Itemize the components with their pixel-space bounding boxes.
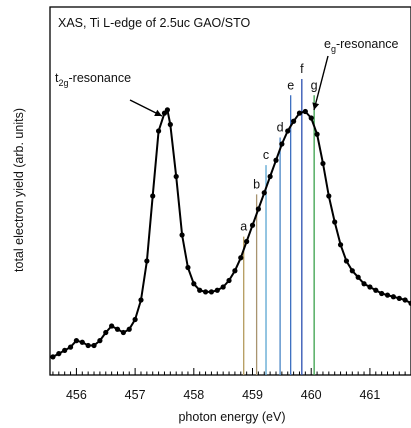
marker-label-f: f [300, 62, 304, 76]
data-point [296, 110, 303, 116]
data-point [126, 326, 132, 332]
data-point [120, 329, 126, 336]
data-point [150, 193, 156, 199]
annotation-label: t2g-resonance [55, 71, 131, 88]
data-point [191, 281, 197, 287]
data-point [373, 287, 379, 293]
plot-frame [49, 6, 411, 376]
data-point [85, 342, 91, 349]
data-point [202, 289, 209, 295]
chart-title: XAS, Ti L-edge of 2.5uc GAO/STO [58, 16, 251, 30]
marker-label-a: a [240, 220, 247, 234]
data-point [402, 297, 408, 303]
data-point [208, 289, 215, 295]
data-point [50, 354, 56, 360]
data-point [238, 255, 244, 261]
data-point [138, 297, 144, 303]
data-point [343, 258, 350, 264]
data-point [267, 173, 273, 180]
data-point [396, 295, 402, 301]
data-point [179, 232, 185, 238]
x-tick-label: 457 [125, 388, 146, 402]
data-point [390, 294, 396, 300]
x-axis-label: photon energy (eV) [178, 410, 285, 424]
data-point [302, 108, 308, 115]
data-point [232, 268, 238, 274]
annotations: t2g-resonance eg-resonance [55, 37, 399, 117]
data-point [79, 339, 85, 345]
data-point [326, 193, 332, 199]
data-point [249, 222, 256, 228]
data-point [197, 287, 203, 293]
x-tick-label: 461 [359, 388, 380, 402]
annotation-arrow [313, 55, 329, 111]
data-point [285, 128, 291, 134]
x-tick-label: 456 [66, 388, 87, 402]
data-point [408, 300, 411, 306]
x-tick-label: 460 [301, 388, 322, 402]
data-point [103, 329, 109, 336]
marker-label-d: d [277, 121, 284, 135]
data-point [273, 157, 279, 163]
x-tick-label: 459 [242, 388, 263, 402]
data-point [56, 351, 62, 357]
data-point [220, 284, 226, 290]
data-point [355, 274, 361, 280]
data-point [255, 206, 261, 212]
x-tick-label: 458 [183, 388, 204, 402]
spectrum-line [52, 108, 411, 358]
data-point [226, 277, 232, 284]
spectrum-series [50, 107, 411, 360]
data-point [361, 281, 367, 287]
y-axis-label: total electron yield (arb. units) [12, 108, 26, 272]
data-point [349, 268, 355, 274]
data-point [62, 347, 68, 353]
annotation-arrowhead [154, 109, 162, 116]
marker-label-c: c [263, 148, 269, 162]
data-point [173, 173, 179, 180]
data-point [67, 344, 74, 350]
data-point [214, 287, 220, 293]
data-point [244, 238, 250, 245]
data-point [114, 326, 121, 332]
data-point [337, 242, 344, 248]
energy-markers: a b cd efg [240, 62, 318, 375]
x-axis-ticks: 456 457 458 459 460 461 [52, 368, 411, 402]
data-point [367, 284, 373, 290]
data-point [73, 338, 80, 344]
data-point [332, 219, 338, 225]
annotation-arrowhead [312, 102, 320, 110]
data-point [167, 121, 173, 128]
data-point [279, 141, 285, 147]
data-point [261, 190, 267, 196]
marker-label-e: e [287, 78, 294, 92]
data-point [164, 107, 170, 113]
data-point [97, 338, 103, 344]
marker-label-b: b [253, 177, 260, 191]
data-point [185, 264, 191, 271]
annotation-label: eg-resonance [324, 37, 399, 54]
data-point [91, 342, 97, 349]
data-point [132, 316, 138, 323]
data-point [109, 323, 115, 329]
marker-label-g: g [311, 78, 318, 92]
data-point [291, 118, 297, 124]
data-point [384, 292, 391, 298]
data-point [308, 115, 314, 121]
data-point [144, 258, 150, 264]
data-point [320, 160, 326, 167]
data-point [314, 131, 320, 137]
data-point [379, 290, 385, 297]
data-point [155, 128, 162, 134]
